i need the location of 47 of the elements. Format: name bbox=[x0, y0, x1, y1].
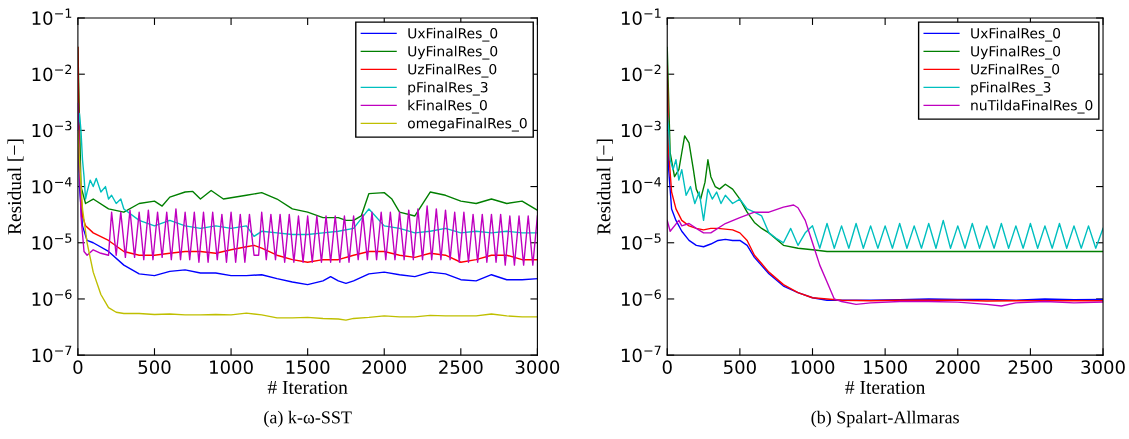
legend-label: UzFinalRes_0 bbox=[971, 63, 1060, 78]
x-tick-label: 1000 bbox=[210, 360, 253, 374]
y-tick-label: 10$^{−1}$ bbox=[621, 8, 661, 25]
legend-label: pFinalRes_3 bbox=[408, 81, 488, 96]
y-axis-title: Residual [−] bbox=[596, 139, 613, 235]
legend-label: UxFinalRes_0 bbox=[971, 27, 1061, 42]
text: (a) k-ω-SST bbox=[264, 410, 352, 428]
x-tick-label: 500 bbox=[138, 360, 171, 374]
x-tick-label: 1000 bbox=[791, 360, 835, 374]
line-series bbox=[667, 204, 1104, 307]
x-tick-label: 500 bbox=[724, 360, 756, 374]
y-tick-label: 10$^{−5}$ bbox=[32, 233, 72, 250]
legend-label: UxFinalRes_0 bbox=[408, 27, 498, 42]
y-tick-label: 10$^{−6}$ bbox=[621, 289, 661, 306]
x-tick-label: 3000 bbox=[515, 360, 560, 374]
y-tick-label: 10$^{−7}$ bbox=[621, 345, 661, 363]
x-tick-label: 0 bbox=[73, 360, 83, 374]
y-tick-label: 10$^{−2}$ bbox=[32, 64, 72, 82]
legend-label: nuTildaFinalRes_0 bbox=[971, 99, 1093, 114]
legend-label: UyFinalRes_0 bbox=[408, 45, 498, 60]
y-tick-label: 10$^{−1}$ bbox=[32, 8, 72, 25]
y-tick-label: 10$^{−2}$ bbox=[621, 64, 661, 82]
text: (b) Spalart-Allmaras bbox=[811, 410, 959, 428]
legend-label: pFinalRes_3 bbox=[971, 81, 1051, 96]
legend-label: omegaFinalRes_0 bbox=[407, 117, 527, 132]
x-axis-title: # Iteration bbox=[267, 380, 348, 394]
x-tick-label: 3000 bbox=[1081, 360, 1125, 374]
y-tick-label: 10$^{−6}$ bbox=[32, 289, 72, 306]
x-axis-title: # Iteration bbox=[845, 380, 926, 394]
x-tick-label: 1500 bbox=[864, 360, 907, 374]
legend-label: UzFinalRes_0 bbox=[408, 63, 497, 78]
x-tick-label: 2000 bbox=[936, 360, 980, 374]
y-tick-label: 10$^{−7}$ bbox=[32, 345, 72, 363]
x-tick-label: 1500 bbox=[286, 360, 330, 374]
y-tick-label: 10$^{−4}$ bbox=[621, 177, 662, 194]
x-tick-label: 2000 bbox=[362, 360, 407, 374]
x-tick-label: 2500 bbox=[439, 360, 483, 374]
y-tick-label: 10$^{−3}$ bbox=[621, 120, 661, 138]
legend-label: UyFinalRes_0 bbox=[971, 45, 1061, 60]
legend-label: kFinalRes_0 bbox=[408, 99, 487, 114]
x-tick-label: 2500 bbox=[1008, 360, 1053, 374]
line-series bbox=[77, 112, 538, 238]
y-axis-title: Residual [−] bbox=[7, 139, 24, 235]
y-tick-label: 10$^{−4}$ bbox=[32, 177, 72, 194]
x-tick-label: 0 bbox=[662, 360, 672, 374]
y-tick-label: 10$^{−3}$ bbox=[32, 120, 72, 138]
y-tick-label: 10$^{−5}$ bbox=[621, 233, 661, 250]
